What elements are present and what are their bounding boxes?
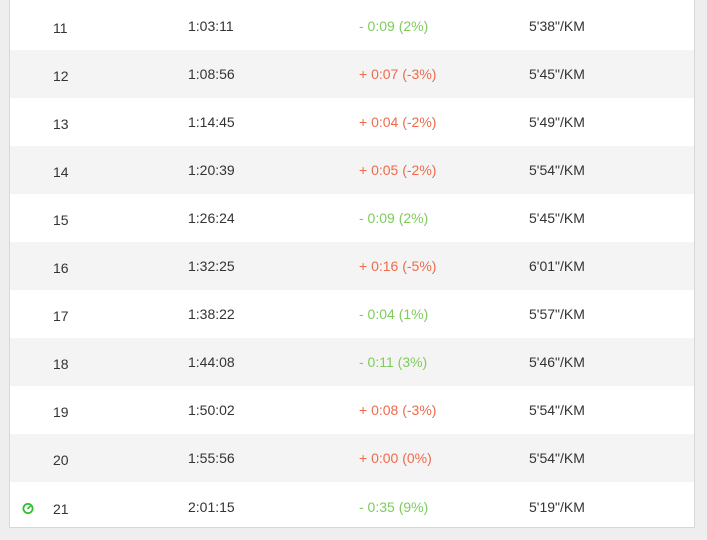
split-diff: + 0:08 (-3%) [359, 402, 437, 418]
split-km: 18 [53, 356, 69, 372]
split-time: 1:14:45 [188, 114, 235, 130]
split-pace: 5'19"/KM [529, 499, 585, 515]
split-pace: 5'54"/KM [529, 162, 585, 178]
split-row-5: 16 1:32:25 + 0:16 (-5%) 6'01"/KM [10, 242, 694, 290]
split-time: 1:20:39 [188, 162, 235, 178]
split-time: 1:50:02 [188, 402, 235, 418]
split-row-1: 12 1:08:56 + 0:07 (-3%) 5'45"/KM [10, 50, 694, 98]
split-time: 1:26:24 [188, 210, 235, 226]
split-diff: - 0:11 (3%) [359, 354, 428, 370]
split-km: 20 [53, 452, 69, 468]
split-pace: 5'38"/KM [529, 18, 585, 34]
split-time: 1:44:08 [188, 354, 235, 370]
split-km: 15 [53, 212, 69, 228]
splits-table: 11 1:03:11 - 0:09 (2%) 5'38"/KM 12 1:08:… [9, 0, 695, 528]
split-diff: + 0:07 (-3%) [359, 66, 437, 82]
split-diff: - 0:09 (2%) [359, 18, 429, 34]
split-pace: 5'57"/KM [529, 306, 585, 322]
split-diff: + 0:16 (-5%) [359, 258, 437, 274]
split-km: 12 [53, 68, 69, 84]
split-row-10: 21 2:01:15 - 0:35 (9%) 5'19"/KM [10, 482, 694, 527]
split-row-7: 18 1:44:08 - 0:11 (3%) 5'46"/KM [10, 338, 694, 386]
split-row-9: 20 1:55:56 + 0:00 (0%) 5'54"/KM [10, 434, 694, 482]
split-time: 1:03:11 [188, 18, 234, 34]
split-time: 1:32:25 [188, 258, 235, 274]
split-row-3: 14 1:20:39 + 0:05 (-2%) 5'54"/KM [10, 146, 694, 194]
split-pace: 5'54"/KM [529, 402, 585, 418]
split-km: 14 [53, 164, 69, 180]
split-diff: - 0:35 (9%) [359, 499, 429, 515]
split-diff: - 0:09 (2%) [359, 210, 429, 226]
split-row-2: 13 1:14:45 + 0:04 (-2%) 5'49"/KM [10, 98, 694, 146]
split-diff: + 0:05 (-2%) [359, 162, 437, 178]
split-time: 2:01:15 [188, 499, 235, 515]
split-km: 11 [53, 20, 68, 36]
split-pace: 5'54"/KM [529, 450, 585, 466]
split-diff: + 0:00 (0%) [359, 450, 432, 466]
split-pace: 5'49"/KM [529, 114, 585, 130]
split-km: 17 [53, 308, 69, 324]
split-row-8: 19 1:50:02 + 0:08 (-3%) 5'54"/KM [10, 386, 694, 434]
split-time: 1:08:56 [188, 66, 235, 82]
split-km: 16 [53, 260, 69, 276]
split-km: 19 [53, 404, 69, 420]
finish-stopwatch-icon [22, 503, 34, 514]
split-row-0: 11 1:03:11 - 0:09 (2%) 5'38"/KM [10, 0, 694, 50]
split-diff: - 0:04 (1%) [359, 306, 429, 322]
split-pace: 5'46"/KM [529, 354, 585, 370]
split-diff: + 0:04 (-2%) [359, 114, 437, 130]
split-pace: 6'01"/KM [529, 258, 585, 274]
split-row-4: 15 1:26:24 - 0:09 (2%) 5'45"/KM [10, 194, 694, 242]
split-time: 1:38:22 [188, 306, 235, 322]
split-pace: 5'45"/KM [529, 210, 585, 226]
split-km: 21 [53, 501, 69, 517]
split-time: 1:55:56 [188, 450, 235, 466]
split-km: 13 [53, 116, 69, 132]
split-pace: 5'45"/KM [529, 66, 585, 82]
split-row-6: 17 1:38:22 - 0:04 (1%) 5'57"/KM [10, 290, 694, 338]
